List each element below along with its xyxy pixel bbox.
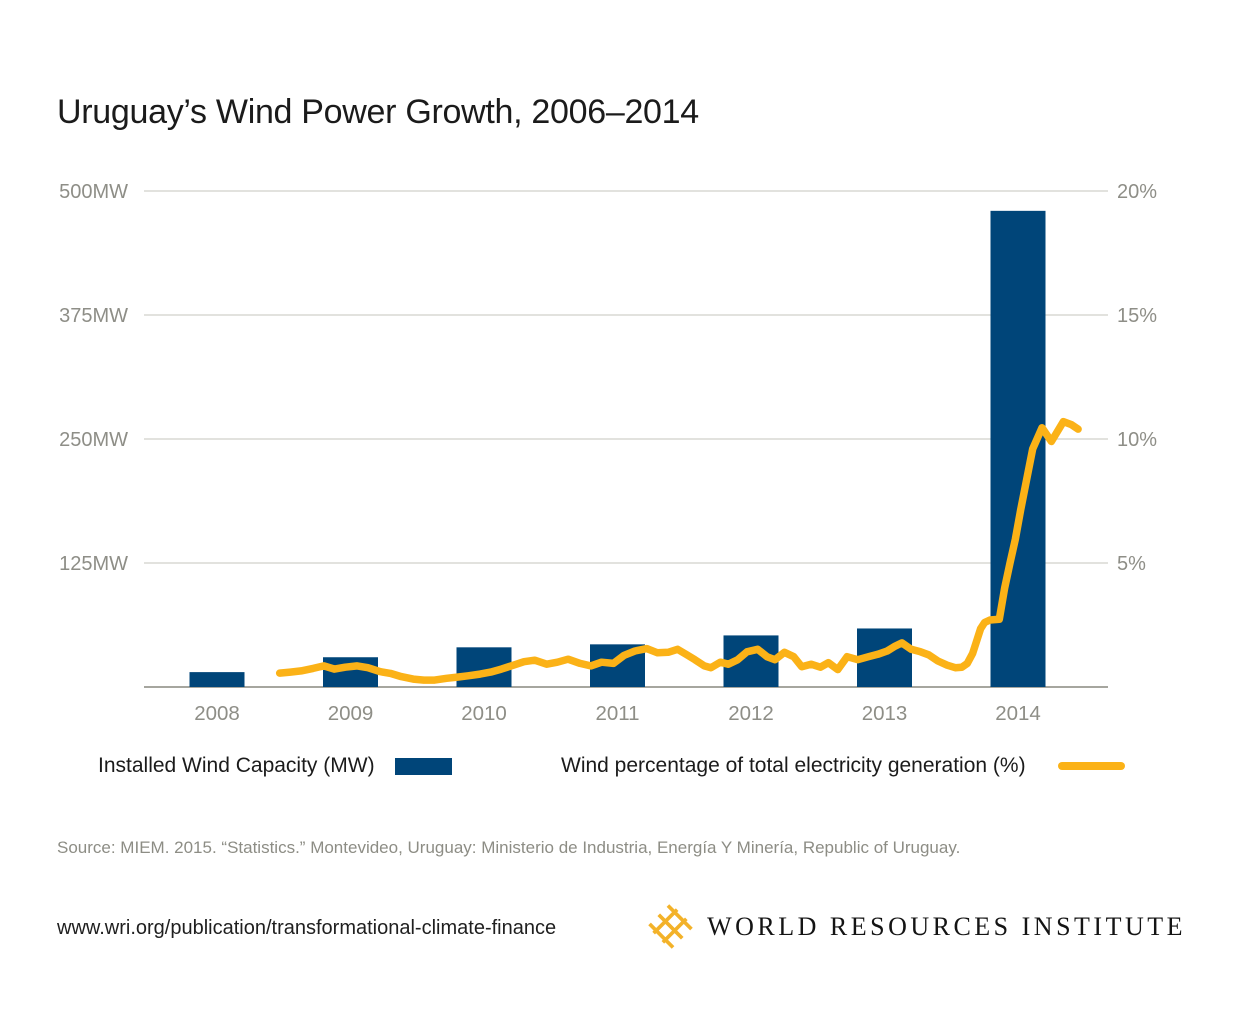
right-axis-tick-label: 15%	[1117, 305, 1157, 327]
page-title: Uruguay’s Wind Power Growth, 2006–2014	[57, 92, 699, 131]
legend-swatch-percentage-line	[1057, 762, 1125, 770]
wri-weave-icon	[647, 903, 695, 950]
x-axis-year-label: 2009	[328, 702, 374, 725]
legend-item-capacity: Installed Wind Capacity (MW)	[98, 752, 452, 780]
x-axis-year-label: 2014	[995, 702, 1041, 725]
left-axis-tick-label: 375MW	[59, 305, 128, 327]
left-axis-tick-label: 250MW	[59, 429, 128, 451]
x-axis-year-label: 2008	[194, 702, 240, 725]
x-axis-year-label: 2013	[862, 702, 908, 725]
left-axis-tick-label: 125MW	[59, 553, 128, 575]
x-axis-year-label: 2010	[461, 702, 507, 725]
legend-label-percentage: Wind percentage of total electricity gen…	[561, 754, 1026, 777]
left-axis-tick-label: 500MW	[59, 181, 128, 203]
wri-logo: WORLD RESOURCES INSTITUTE	[647, 903, 1186, 950]
legend-item-percentage: Wind percentage of total electricity gen…	[561, 752, 1125, 780]
x-axis-year-label: 2011	[595, 702, 639, 725]
x-axis-year-label: 2012	[728, 702, 774, 725]
publication-url: www.wri.org/publication/transformational…	[57, 917, 557, 939]
legend-swatch-capacity-bar	[394, 757, 452, 775]
capacity-bar-2008	[189, 672, 245, 687]
source-note: Source: MIEM. 2015. “Statistics.” Montev…	[57, 838, 961, 857]
right-axis-tick-label: 20%	[1117, 181, 1157, 203]
right-axis-tick-label: 5%	[1117, 553, 1146, 575]
right-axis-tick-label: 10%	[1117, 429, 1157, 451]
percentage-line	[275, 417, 1082, 684]
wri-logo-text: WORLD RESOURCES INSTITUTE	[707, 911, 1186, 941]
legend-label-capacity: Installed Wind Capacity (MW)	[98, 754, 375, 777]
